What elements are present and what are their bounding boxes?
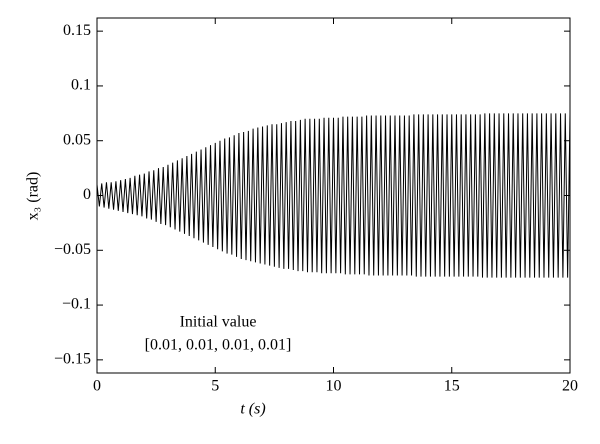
data-line bbox=[96, 113, 571, 278]
y-tick-label: 0 bbox=[83, 186, 91, 203]
y-tick-label: 0.05 bbox=[63, 131, 91, 148]
x-tick-label: 5 bbox=[211, 378, 219, 395]
y-tick-label: −0.05 bbox=[54, 241, 91, 258]
y-tick-label: 0.15 bbox=[63, 22, 91, 39]
plot-frame bbox=[96, 17, 571, 374]
y-tick-label: −0.1 bbox=[62, 296, 91, 313]
x-tick-label: 15 bbox=[444, 378, 460, 395]
x-tick-label: 10 bbox=[326, 378, 342, 395]
y-axis-label: x₃ (rad) bbox=[25, 172, 42, 221]
annotation: [0.01, 0.01, 0.01, 0.01] bbox=[145, 337, 292, 354]
x-tick-label: 0 bbox=[93, 378, 101, 395]
x-tick-label: 20 bbox=[562, 378, 578, 395]
y-tick-label: 0.1 bbox=[71, 77, 91, 94]
y-tick-label: −0.15 bbox=[54, 351, 91, 368]
annotation: Initial value bbox=[180, 314, 257, 331]
x-axis-label: t (s) bbox=[240, 401, 265, 418]
